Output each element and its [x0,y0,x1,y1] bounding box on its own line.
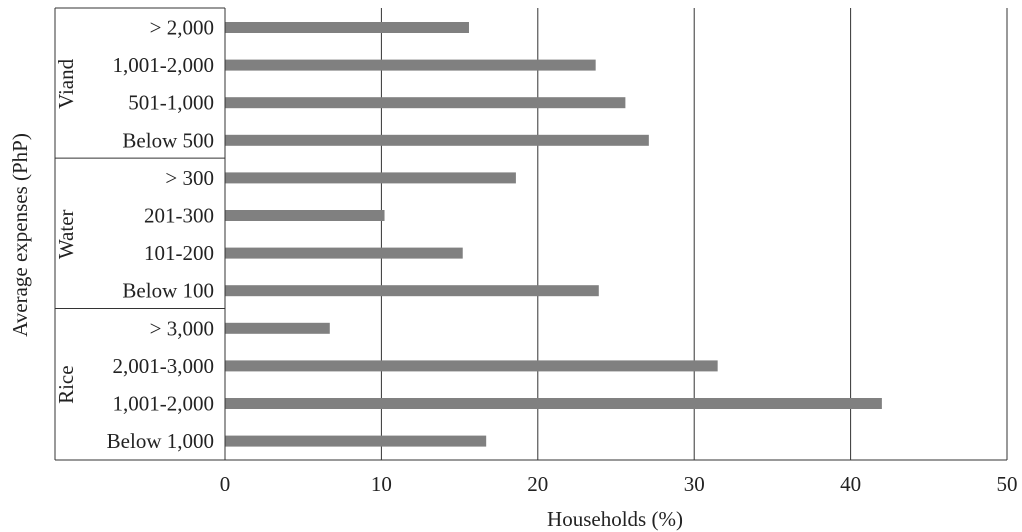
bar [225,435,487,447]
category-label: 501-1,000 [128,91,214,115]
category-labels: > 2,000 1,001-2,000 501-1,000 Below 500 > 30… [107,16,214,454]
bar [225,360,718,372]
category-label: 201-300 [144,204,214,228]
x-tick-label: 10 [371,472,392,496]
bar [225,285,599,297]
x-tick-label: 20 [527,472,548,496]
group-label: Water [54,209,78,259]
category-label: Below 500 [122,128,214,152]
category-label: Below 1,000 [107,429,214,453]
bar [225,398,882,409]
x-tick-labels: 0 10 20 30 40 50 [220,472,1018,496]
bar [225,322,330,334]
bar [225,247,463,259]
bars [225,22,882,447]
group-label: Viand [54,58,78,109]
category-label: 1,001-2,000 [113,392,215,416]
bar [225,59,596,71]
bar [225,172,516,184]
category-label: 2,001-3,000 [113,354,215,378]
group-label: Rice [54,365,78,403]
bar [225,22,469,33]
gridlines [380,8,1008,460]
x-tick-label: 30 [684,472,705,496]
group-labels: Viand Water Rice [54,58,78,404]
x-tick-label: 0 [220,472,231,496]
category-label: > 2,000 [150,16,214,40]
bar [225,210,385,221]
x-axis-title: Households (%) [547,507,683,531]
y-axis-title: Average expenses (PhP) [8,133,32,337]
category-label: > 300 [165,166,214,190]
category-label: Below 100 [122,279,214,303]
axes [54,7,1007,461]
x-tick-label: 50 [997,472,1018,496]
category-label: 1,001-2,000 [113,53,215,77]
x-tick-label: 40 [840,472,861,496]
category-label: > 3,000 [150,316,214,340]
bar [225,97,626,109]
bar [225,134,649,146]
category-label: 101-200 [144,241,214,265]
